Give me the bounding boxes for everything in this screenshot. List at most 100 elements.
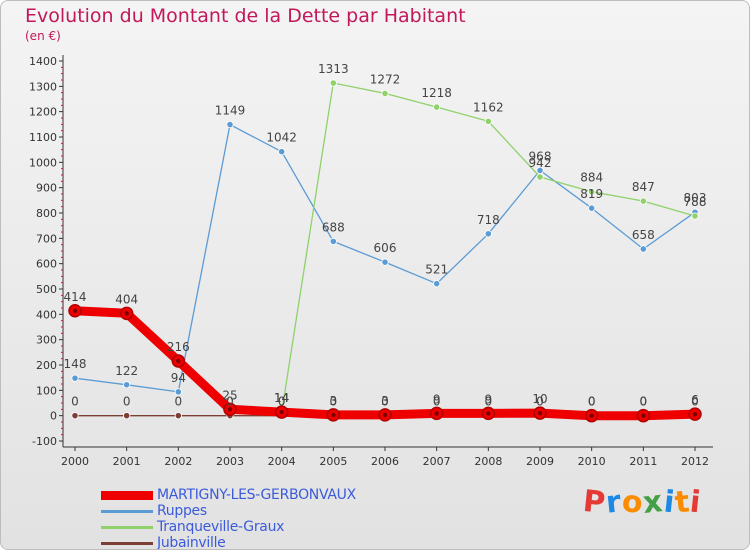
data-label: 404 bbox=[115, 292, 138, 306]
data-point bbox=[381, 89, 389, 98]
data-label: 6 bbox=[691, 393, 699, 407]
data-point bbox=[484, 117, 492, 125]
data-label: 9 bbox=[485, 392, 493, 406]
data-point bbox=[71, 412, 79, 420]
data-label: 0 bbox=[278, 395, 286, 409]
data-point bbox=[71, 374, 79, 382]
y-tick-label: 1000 bbox=[29, 156, 57, 169]
x-tick-label: 2005 bbox=[319, 455, 347, 468]
x-tick-label: 2002 bbox=[164, 455, 192, 468]
legend-label: Jubainville bbox=[157, 535, 226, 550]
data-label: 0 bbox=[485, 395, 493, 409]
data-label: 122 bbox=[115, 364, 138, 378]
series-line-tranqueville-graux bbox=[281, 82, 696, 413]
data-point-center bbox=[589, 413, 594, 418]
data-point bbox=[484, 230, 492, 238]
data-point-center bbox=[176, 358, 181, 364]
y-tick-label: 400 bbox=[36, 308, 57, 321]
data-label: 0 bbox=[640, 395, 648, 409]
data-label: 14 bbox=[274, 391, 289, 405]
data-point bbox=[174, 412, 182, 420]
data-label: 3 bbox=[381, 394, 389, 408]
y-tick-label: 600 bbox=[36, 258, 57, 271]
x-tick-label: 2001 bbox=[113, 455, 141, 468]
legend-swatch bbox=[101, 542, 153, 545]
x-tick-label: 2011 bbox=[629, 455, 657, 468]
y-tick-label: 100 bbox=[36, 384, 57, 397]
data-point-center bbox=[72, 308, 78, 313]
data-label: 414 bbox=[64, 290, 87, 304]
data-label: 216 bbox=[167, 340, 190, 354]
data-point bbox=[536, 173, 544, 181]
x-tick-label: 2010 bbox=[578, 455, 606, 468]
x-tick-label: 2000 bbox=[61, 455, 89, 468]
data-label: 0 bbox=[175, 395, 183, 409]
data-point bbox=[588, 204, 596, 212]
y-tick-label: 0 bbox=[50, 410, 57, 423]
data-point bbox=[123, 412, 131, 420]
data-label: 968 bbox=[529, 149, 552, 163]
data-label: 10 bbox=[532, 392, 547, 406]
data-label: 884 bbox=[580, 171, 603, 185]
legend-label: Ruppes bbox=[157, 503, 207, 519]
data-label: 718 bbox=[477, 213, 500, 227]
legend-label: Tranqueville-Graux bbox=[157, 519, 285, 535]
x-tick-label: 2007 bbox=[423, 455, 451, 468]
data-point bbox=[433, 103, 441, 111]
legend-swatch bbox=[101, 491, 153, 500]
data-point bbox=[123, 381, 131, 389]
x-tick-label: 2009 bbox=[526, 455, 554, 468]
data-label: 942 bbox=[529, 156, 552, 170]
y-tick-label: 1200 bbox=[29, 106, 57, 119]
data-label: 803 bbox=[684, 191, 707, 205]
data-label: 0 bbox=[226, 395, 234, 409]
data-label: 0 bbox=[71, 395, 79, 409]
y-tick-label: 1100 bbox=[29, 131, 57, 144]
data-label: 3 bbox=[330, 394, 338, 408]
data-label: 0 bbox=[588, 395, 596, 409]
data-label: 1272 bbox=[370, 72, 401, 86]
y-tick-label: 1300 bbox=[29, 80, 57, 93]
data-point bbox=[381, 258, 389, 266]
x-tick-label: 2008 bbox=[474, 455, 502, 468]
data-label: 0 bbox=[381, 395, 389, 409]
data-label: 847 bbox=[632, 180, 655, 194]
y-tick-label: 900 bbox=[36, 182, 57, 195]
data-label: 0 bbox=[640, 395, 648, 409]
data-point-center bbox=[641, 413, 646, 418]
legend-label: MARTIGNY-LES-GERBONVAUX bbox=[157, 487, 356, 503]
data-point bbox=[639, 245, 647, 253]
data-point-center bbox=[382, 412, 388, 418]
data-label: 25 bbox=[222, 388, 237, 402]
x-tick-label: 2003 bbox=[216, 455, 244, 468]
y-tick-label: 300 bbox=[36, 334, 57, 347]
data-point bbox=[329, 79, 337, 87]
data-point bbox=[329, 237, 337, 245]
logo-letter: i bbox=[688, 484, 704, 521]
data-label: 1218 bbox=[421, 86, 452, 100]
data-point bbox=[174, 388, 182, 396]
data-label: 1162 bbox=[473, 100, 504, 114]
data-label: 9 bbox=[433, 392, 441, 406]
data-point-center bbox=[537, 410, 543, 416]
data-label: 1313 bbox=[318, 62, 349, 76]
y-tick-label: 1400 bbox=[29, 55, 57, 68]
data-label: 0 bbox=[536, 395, 544, 409]
data-point bbox=[433, 280, 441, 288]
data-label: 1149 bbox=[215, 104, 246, 118]
x-tick-label: 2012 bbox=[681, 455, 709, 468]
data-label: 14 bbox=[274, 391, 289, 405]
data-label: 1042 bbox=[266, 131, 297, 145]
chart-title: Evolution du Montant de la Dette par Hab… bbox=[25, 5, 466, 27]
data-label: 0 bbox=[330, 395, 338, 409]
data-label: 0 bbox=[123, 395, 131, 409]
y-tick-label: 500 bbox=[36, 283, 57, 296]
legend-swatch bbox=[101, 526, 153, 529]
proxiti-logo: Proxiti bbox=[581, 484, 704, 521]
data-label: 0 bbox=[433, 395, 441, 409]
y-tick-label: 700 bbox=[36, 232, 57, 245]
data-label: 606 bbox=[374, 241, 397, 255]
data-point bbox=[691, 212, 699, 220]
data-point bbox=[588, 188, 596, 196]
